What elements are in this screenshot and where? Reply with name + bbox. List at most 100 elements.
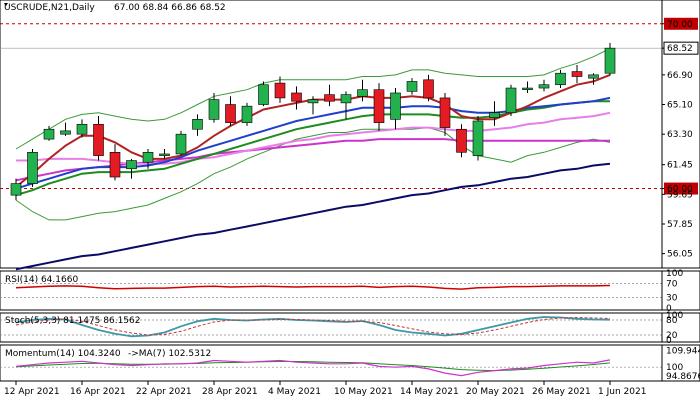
candle xyxy=(571,64,583,84)
candle-body xyxy=(76,123,88,135)
price-tick-label: 66.90 xyxy=(667,71,693,81)
candle xyxy=(324,84,335,107)
candle-body xyxy=(43,128,55,140)
axis-tick-label: 100 xyxy=(666,311,683,321)
price-tag xyxy=(664,17,698,30)
candle xyxy=(588,73,599,85)
date-label: 10 May 2021 xyxy=(334,387,393,397)
candle xyxy=(126,158,137,179)
price-tick-label: 65.10 xyxy=(667,101,693,111)
candle-body xyxy=(126,160,137,170)
candle-body xyxy=(340,94,352,104)
price-tick-label: 59.65 xyxy=(667,190,693,200)
candle xyxy=(555,69,566,89)
candle-body xyxy=(60,130,71,135)
candle xyxy=(373,83,385,131)
price-axis: 70.00 68.52 66.90 65.10 63.30 61.45 60.0059.65… xyxy=(661,0,699,268)
candle xyxy=(340,91,352,120)
candle-body xyxy=(175,133,187,155)
axis-tick-label: 100 xyxy=(666,269,683,279)
candle xyxy=(274,76,286,103)
candle-body xyxy=(373,89,385,123)
price-tick-label: 60.00 xyxy=(667,185,693,195)
candle-body xyxy=(538,84,550,89)
candle-body xyxy=(307,99,319,104)
candle-body xyxy=(27,152,38,184)
candle-body xyxy=(390,92,401,120)
candle xyxy=(456,124,467,158)
price-pane: 70.00 68.52 66.90 65.10 63.30 61.45 60.0059.65… xyxy=(0,0,700,271)
candle-body xyxy=(505,87,517,114)
price-tick-label: 70.00 xyxy=(667,20,693,30)
candle xyxy=(142,149,154,169)
candle-body xyxy=(555,72,566,86)
candle xyxy=(423,74,434,102)
momentum-series xyxy=(0,359,662,377)
stoch-signal-line xyxy=(15,316,611,336)
candle xyxy=(159,149,170,159)
candle xyxy=(76,119,88,138)
candle xyxy=(538,79,550,92)
candle xyxy=(93,116,104,161)
candle-body xyxy=(423,79,434,99)
momentum-line xyxy=(15,359,611,377)
candle-body xyxy=(456,128,467,153)
date-label: 20 May 2021 xyxy=(466,387,525,397)
momentum-ma-label: ->MA(7) 102.5312 xyxy=(128,349,211,359)
triangle-icon xyxy=(4,3,8,6)
horizontal-level-lines xyxy=(0,23,662,190)
candle-body xyxy=(357,89,368,97)
ohlc-readout: 67.00 68.84 66.86 68.52 xyxy=(114,3,226,13)
rsi-line xyxy=(15,284,611,290)
date-label: 28 Apr 2021 xyxy=(202,387,258,397)
axis-tick-label: 30 xyxy=(666,294,678,304)
stochastic-series xyxy=(0,316,662,338)
axis-tick-label: 94.8676 xyxy=(666,372,700,382)
candle-body xyxy=(10,183,22,196)
overlay-bb-upper xyxy=(15,48,611,150)
candle-body xyxy=(109,152,121,178)
candle-body xyxy=(489,112,500,118)
candle xyxy=(604,42,616,76)
rsi-label: RSI(14) 64.1660 xyxy=(5,275,78,285)
price-tick-label: 57.85 xyxy=(667,220,693,230)
rsi-series xyxy=(0,283,662,298)
candle xyxy=(439,92,451,136)
candle xyxy=(522,81,533,93)
candle-body xyxy=(406,81,418,92)
candle xyxy=(291,86,302,110)
candle xyxy=(225,96,236,126)
date-label: 4 May 2021 xyxy=(268,387,321,397)
stoch-label: Stoch(5,3,3) 81.1475 86.1562 xyxy=(5,316,140,326)
candle xyxy=(208,92,220,123)
candle xyxy=(357,79,368,102)
candle xyxy=(258,81,269,107)
candle-body xyxy=(571,71,583,77)
candle xyxy=(390,88,401,130)
axis-tick-label: 20 xyxy=(666,331,678,341)
candle-body xyxy=(291,92,302,102)
candle-body xyxy=(159,153,170,156)
candle-body xyxy=(241,105,253,123)
candle xyxy=(109,144,121,181)
candle-body xyxy=(472,120,484,156)
candle-body xyxy=(258,84,269,105)
price-tick-label: 68.52 xyxy=(667,44,693,54)
candle xyxy=(10,178,22,201)
candle xyxy=(192,114,203,136)
price-tag xyxy=(663,41,699,55)
candle xyxy=(489,101,500,126)
candle xyxy=(175,130,187,156)
candle-body xyxy=(588,74,599,79)
axis-tick-label: 109.9449 xyxy=(666,346,700,356)
candle xyxy=(241,102,253,126)
date-axis: 12 Apr 2021 16 Apr 2021 22 Apr 2021 28 Apr … xyxy=(4,381,646,397)
candle-body xyxy=(93,123,104,156)
axis-tick-label: 70 xyxy=(666,280,678,290)
symbol-label: USCRUDE,N21,Daily xyxy=(4,3,95,13)
date-label: 26 May 2021 xyxy=(532,387,591,397)
